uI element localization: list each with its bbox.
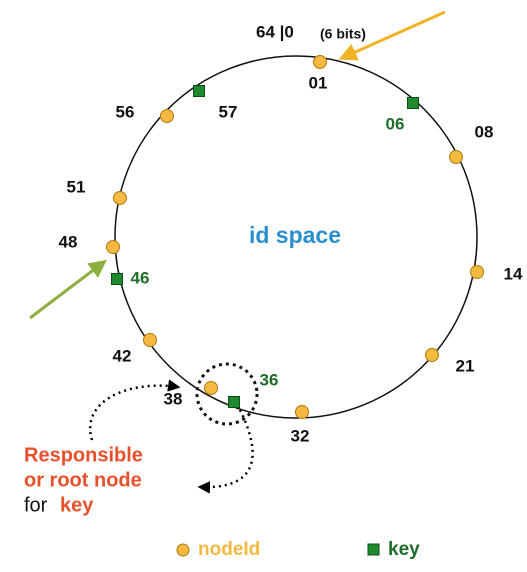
node bbox=[113, 191, 127, 205]
node-label: 42 bbox=[113, 346, 132, 365]
center-label: id space bbox=[249, 222, 341, 248]
node bbox=[295, 405, 309, 419]
dotted-arrow bbox=[197, 409, 254, 494]
key-label: 46 bbox=[131, 268, 150, 287]
node-label: 56 bbox=[116, 102, 135, 121]
annotation: Responsible bbox=[24, 444, 143, 466]
highlight-circle bbox=[195, 362, 259, 426]
node-label: 08 bbox=[475, 122, 494, 141]
key bbox=[111, 273, 123, 285]
arrow-origin bbox=[338, 10, 446, 61]
node-label: 21 bbox=[456, 356, 475, 375]
node-label: 38 bbox=[164, 389, 183, 408]
node bbox=[106, 240, 120, 254]
node-label: 48 bbox=[59, 232, 78, 251]
legend-key-icon bbox=[367, 543, 380, 556]
legend-node: nodeId bbox=[198, 539, 260, 560]
annotation: for bbox=[24, 494, 48, 516]
legend-key: key bbox=[388, 539, 420, 560]
node bbox=[143, 333, 157, 347]
node-label: 51 bbox=[67, 177, 86, 196]
subtitle: (6 bits) bbox=[320, 26, 366, 42]
annotation: or root node bbox=[24, 469, 142, 491]
node-label: 32 bbox=[291, 426, 310, 445]
key bbox=[407, 97, 419, 109]
key bbox=[193, 85, 205, 97]
key-label: 36 bbox=[260, 370, 279, 389]
node bbox=[425, 348, 439, 362]
ring bbox=[114, 55, 478, 419]
dotted-arrow bbox=[89, 379, 181, 441]
node bbox=[470, 265, 484, 279]
node bbox=[449, 150, 463, 164]
node bbox=[204, 381, 218, 395]
arrow-key bbox=[29, 259, 107, 320]
node-label: 01 bbox=[309, 73, 328, 92]
node-label: 14 bbox=[504, 264, 523, 283]
annotation: key bbox=[60, 494, 94, 516]
node bbox=[313, 55, 327, 69]
node bbox=[160, 109, 174, 123]
key bbox=[228, 396, 240, 408]
legend-node-icon bbox=[176, 543, 190, 557]
key-label: 57 bbox=[219, 102, 238, 121]
title: 64 |0 bbox=[256, 22, 294, 41]
key-label: 06 bbox=[386, 114, 405, 133]
